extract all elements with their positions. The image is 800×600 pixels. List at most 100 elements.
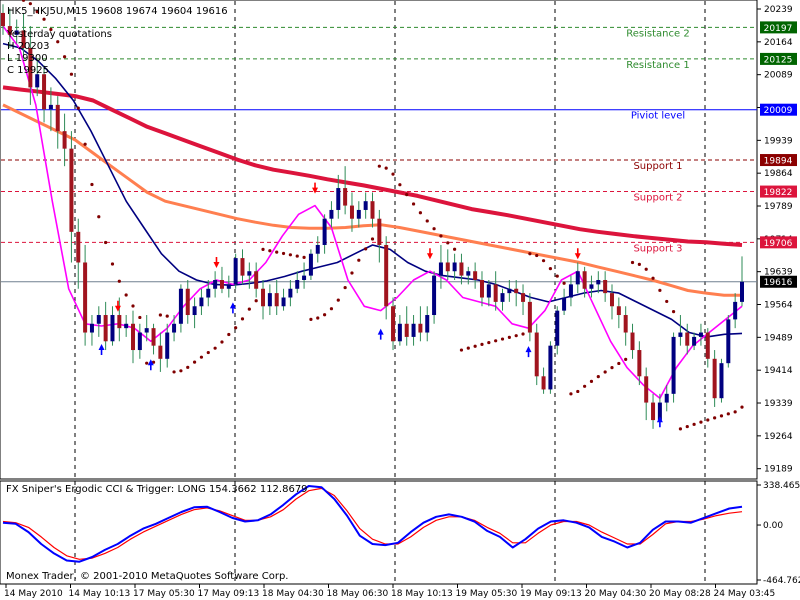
candle-body-11 (76, 231, 81, 263)
candle-body-36 (247, 271, 252, 276)
buy-arrow-14 (229, 302, 236, 314)
sar-dot-105 (719, 414, 724, 418)
time-tick-6: 18 May 10:13 (391, 589, 453, 599)
candle-body-108 (740, 281, 744, 302)
candle-body-21 (144, 328, 149, 333)
price-tick-6: 19789 (764, 202, 793, 212)
candle-body-24 (165, 332, 170, 359)
candle-body-97 (664, 393, 669, 403)
candle-body-30 (206, 288, 211, 298)
time-tick-4: 18 May 04:30 (262, 589, 324, 599)
candle-body-38 (261, 288, 266, 307)
candle-body-3 (21, 30, 26, 48)
sar-dot-90 (617, 361, 621, 366)
candle-body-27 (185, 288, 190, 316)
candle-body-105 (719, 363, 724, 399)
candle-body-9 (62, 131, 67, 149)
candle-body-52 (356, 209, 361, 219)
sar-dot-32 (220, 340, 224, 344)
sar-dot-26 (179, 369, 183, 373)
sar-dot-8 (56, 40, 60, 44)
candle-body-78 (534, 332, 539, 377)
sell-arrow-19 (312, 182, 319, 194)
candle-body-55 (377, 218, 382, 245)
level-label-3: Support 1 (633, 161, 682, 172)
sar-dot-83 (569, 392, 573, 396)
level-badge-3 (760, 154, 797, 167)
sar-dot-38 (261, 247, 265, 251)
sar-dot-67 (459, 348, 464, 352)
candle-body-2 (14, 30, 19, 35)
indicator-pane-frame (0, 480, 758, 585)
sar-dot-29 (199, 355, 204, 359)
sar-dot-34 (234, 326, 238, 330)
sar-dot-98 (671, 310, 676, 314)
sar-dot-58 (398, 183, 402, 187)
sar-dot-46 (316, 316, 320, 320)
sar-dot-15 (104, 240, 108, 245)
buy-arrow-40 (656, 416, 663, 428)
sar-dot-47 (323, 313, 327, 317)
sar-dot-100 (685, 424, 689, 429)
candle-body-31 (213, 279, 218, 289)
candle-body-70 (479, 279, 484, 298)
candle-body-0 (1, 12, 5, 27)
sar-dot-39 (268, 249, 272, 253)
sar-dot-75 (514, 334, 518, 338)
candle-body-18 (124, 323, 129, 329)
candle-body-10 (69, 148, 74, 232)
candle-body-29 (199, 297, 204, 307)
sar-dot-48 (329, 307, 334, 311)
price-tick-10: 19489 (764, 333, 793, 343)
level-badge-text-5: 19706 (764, 239, 793, 249)
candle-body-7 (48, 104, 53, 110)
candle-body-64 (438, 262, 443, 276)
candle-body-74 (507, 288, 512, 294)
time-tick-10: 20 May 08:28 (649, 589, 711, 599)
candle-body-101 (692, 336, 697, 346)
sar-dot-72 (494, 339, 498, 343)
level-badge-text-0: 20197 (764, 24, 793, 34)
candle-body-56 (384, 244, 389, 307)
candle-body-44 (302, 275, 307, 280)
sar-dot-49 (336, 298, 340, 302)
sar-dot-17 (117, 279, 121, 283)
candle-body-104 (712, 358, 717, 399)
level-badge-6 (760, 275, 797, 288)
sar-dot-108 (740, 405, 744, 409)
sar-dot-65 (446, 241, 450, 245)
sar-dot-88 (603, 370, 607, 374)
candle-body-57 (391, 306, 396, 342)
time-tick-9: 20 May 04:30 (585, 589, 647, 599)
sar-dot-28 (192, 360, 197, 364)
candle-body-26 (178, 288, 183, 324)
cci-axis: 338.4654 0.00 -464.7629 (757, 481, 800, 586)
time-tick-7: 19 May 05:30 (456, 589, 518, 599)
sar-dot-31 (213, 346, 217, 350)
candle-body-15 (103, 315, 108, 342)
sar-dot-54 (370, 237, 375, 241)
candle-body-63 (432, 275, 437, 316)
candle-body-88 (603, 279, 608, 294)
price-tick-9: 19564 (764, 301, 793, 311)
candle-body-16 (110, 315, 115, 342)
price-tick-2: 20089 (764, 71, 793, 81)
sar-dot-84 (576, 389, 580, 394)
sar-dot-20 (138, 315, 142, 320)
candle-body-23 (158, 345, 163, 359)
sar-dot-10 (69, 72, 74, 76)
sar-dot-14 (97, 215, 101, 219)
candle-body-103 (705, 332, 710, 359)
level-badge-2 (760, 103, 797, 116)
parabolic-sar (21, 0, 744, 431)
candle-body-99 (678, 332, 683, 337)
candle-body-35 (240, 258, 245, 276)
sell-arrow-26 (426, 248, 433, 260)
level-label-1: Resistance 1 (626, 60, 689, 71)
time-tick-1: 14 May 10:13 (69, 589, 131, 599)
sar-dot-42 (288, 253, 292, 257)
candle-body-34 (233, 258, 238, 285)
level-badge-4 (760, 185, 797, 198)
sar-dot-91 (624, 357, 628, 361)
